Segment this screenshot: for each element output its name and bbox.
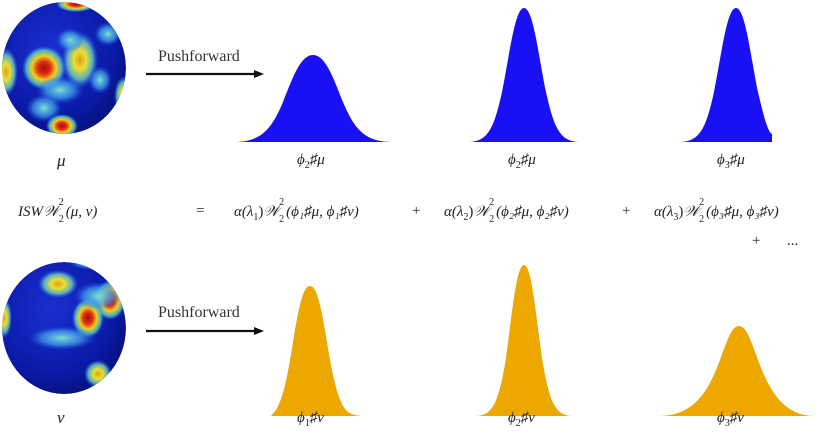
pushforward-arrow-bottom [146,327,264,335]
source-label-nu: ν [57,408,65,427]
density-phi2-mu-2 [468,8,580,142]
equation-continuation: ... [787,233,799,249]
equation-lhs: ISW𝒲 2 2 (μ, ν) [18,197,98,225]
equation-equals: = [196,203,205,219]
label-phi2-nu: ϕ2♯ν [508,410,535,429]
equation-term-1: α(λ1)𝒲 2 2 (ϕ₁♯μ, ϕ₁♯ν) [234,197,359,225]
pushforward-label-top: Pushforward [158,48,240,65]
label-phi2-mu-2: ϕ2♯μ [508,152,536,171]
label-phi2-mu-1: ϕ2♯μ [297,152,325,171]
source-label-mu: μ [57,151,66,170]
equation-plus-3: + [752,233,761,249]
pushforward-arrow-top [146,70,264,78]
sphere-mu [2,2,126,134]
density-phi3-nu [658,326,815,416]
density-phi2-mu-1 [234,55,392,142]
density-phi1-nu [271,286,368,416]
equation-term-3: α(λ3)𝒲 2 2 (ϕ₃♯μ, ϕ₃♯ν) [654,197,779,225]
equation-plus-1: + [412,203,421,219]
density-phi2-nu [475,265,573,416]
equation-term-2: α(λ2)𝒲 2 2 (ϕ₂♯μ, ϕ₂♯ν) [444,197,569,225]
label-phi1-nu: ϕ1♯ν [297,410,324,429]
equation-plus-2: + [622,203,631,219]
pushforward-label-bottom: Pushforward [158,304,240,321]
label-phi3-mu: ϕ3♯μ [717,152,745,171]
density-phi3-mu [679,8,772,142]
sphere-nu [2,262,126,394]
label-phi3-nu: ϕ3♯ν [717,410,744,429]
